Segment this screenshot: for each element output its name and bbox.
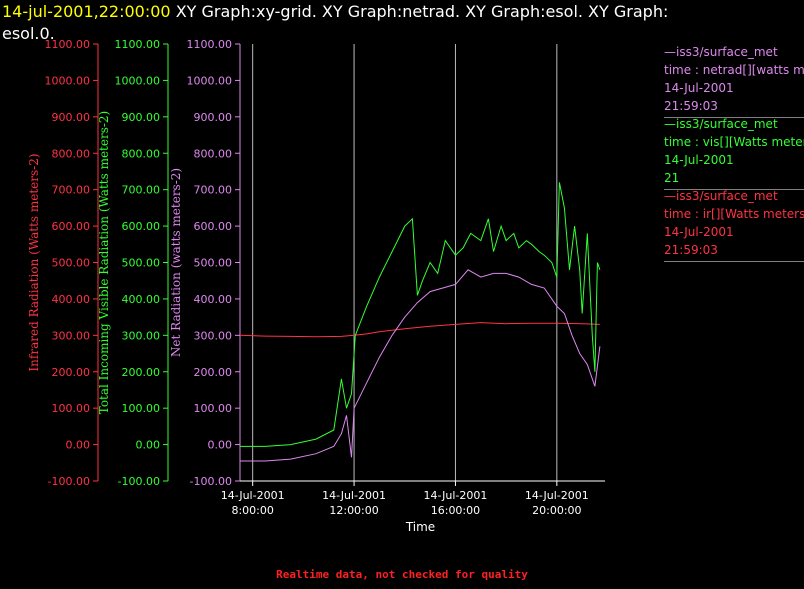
legend-time: 21:59:03 — [664, 243, 718, 257]
legend-time: 21:59:03 — [664, 99, 718, 113]
legend-source: —iss3/surface_met — [664, 45, 778, 59]
y-tick-label: 300.00 — [194, 329, 233, 342]
legend-date: 14-Jul-2001 — [664, 81, 734, 95]
y-tick-label: 0.00 — [66, 439, 91, 452]
legend-divider — [664, 189, 804, 190]
legend-source: —iss3/surface_met — [664, 189, 778, 203]
y-tick-label: 1100.00 — [115, 38, 161, 51]
y-tick-label: 200.00 — [52, 366, 91, 379]
legend-variable: time : netrad[][watts meters-2] — [664, 63, 804, 77]
y-tick-label: 900.00 — [52, 111, 91, 124]
y-tick-label: 0.00 — [208, 439, 233, 452]
header-title: 14-jul-2001,22:00:00 XY Graph:xy-grid. X… — [2, 2, 668, 21]
legend-date: 14-Jul-2001 — [664, 225, 734, 239]
y-tick-label: -100.00 — [48, 475, 90, 488]
y-tick-label: 1100.00 — [45, 38, 91, 51]
y-tick-label: 500.00 — [194, 257, 233, 270]
y-tick-label: 300.00 — [122, 329, 161, 342]
y-tick-label: -100.00 — [118, 475, 160, 488]
x-tick-date: 14-Jul-2001 — [221, 489, 285, 502]
legend-entry-ir: —iss3/surface_met time : ir[][Watts mete… — [664, 187, 804, 262]
x-tick-time: 16:00:00 — [431, 504, 480, 517]
y-tick-label: 800.00 — [52, 147, 91, 160]
y-tick-label: 700.00 — [52, 184, 91, 197]
legend-divider — [664, 261, 804, 262]
y-tick-label: 800.00 — [194, 147, 233, 160]
legend-variable: time : ir[][Watts meters-2] — [664, 207, 804, 221]
y-tick-label: 500.00 — [52, 257, 91, 270]
y-tick-label: 1000.00 — [187, 74, 233, 87]
series-line-netrad — [240, 269, 601, 462]
x-tick-time: 12:00:00 — [329, 504, 378, 517]
y-tick-label: 800.00 — [122, 147, 161, 160]
y-tick-label: 200.00 — [122, 366, 161, 379]
y-tick-label: 100.00 — [122, 402, 161, 415]
y-tick-label: 200.00 — [194, 366, 233, 379]
legend-entry-netrad: —iss3/surface_met time : netrad[][watts … — [664, 43, 804, 118]
y-tick-label: 100.00 — [52, 402, 91, 415]
x-tick-date: 14-Jul-2001 — [424, 489, 488, 502]
y-tick-label: 600.00 — [52, 220, 91, 233]
y-tick-label: 100.00 — [194, 402, 233, 415]
legend-time: 21 — [664, 171, 680, 185]
legend-entry-vis: —iss3/surface_met time : vis[][Watts met… — [664, 115, 804, 190]
header-date: 14-jul-2001,22:00:00 — [2, 2, 171, 21]
y-tick-label: 0.00 — [136, 439, 161, 452]
header-title-continued: esol.0. — [2, 24, 55, 43]
header-graph-list: XY Graph:xy-grid. XY Graph:netrad. XY Gr… — [170, 2, 669, 21]
y-tick-label: 1000.00 — [45, 74, 91, 87]
y-tick-label: -100.00 — [190, 475, 232, 488]
legend-variable: time : vis[][Watts meters-2] — [664, 135, 804, 149]
y-tick-label: 700.00 — [194, 184, 233, 197]
quality-note: Realtime data, not checked for quality — [276, 568, 528, 581]
y-tick-label: 900.00 — [194, 111, 233, 124]
y-tick-label: 1100.00 — [187, 38, 233, 51]
y-axis-label: Total Incoming Visible Radiation (Watts … — [97, 111, 111, 415]
x-axis-label: Time — [405, 520, 435, 534]
x-tick-date: 14-Jul-2001 — [525, 489, 589, 502]
x-tick-time: 8:00:00 — [231, 504, 273, 517]
y-tick-label: 300.00 — [52, 329, 91, 342]
y-tick-label: 600.00 — [194, 220, 233, 233]
y-tick-label: 400.00 — [52, 293, 91, 306]
y-tick-label: 600.00 — [122, 220, 161, 233]
x-tick-date: 14-Jul-2001 — [322, 489, 386, 502]
legend-date: 14-Jul-2001 — [664, 153, 734, 167]
series-line-ir — [239, 322, 600, 338]
y-tick-label: 700.00 — [122, 184, 161, 197]
y-tick-label: 400.00 — [122, 293, 161, 306]
y-axis-label: Net Radiation (watts meters-2) — [169, 168, 183, 357]
y-tick-label: 500.00 — [122, 257, 161, 270]
legend-source: —iss3/surface_met — [664, 117, 778, 131]
y-tick-label: 1000.00 — [115, 74, 161, 87]
y-axis-label: Infrared Radiation (Watts meters-2) — [27, 153, 41, 371]
x-tick-time: 20:00:00 — [532, 504, 581, 517]
y-tick-label: 400.00 — [194, 293, 233, 306]
legend-divider — [664, 117, 804, 118]
y-tick-label: 900.00 — [122, 111, 161, 124]
series-line-vis — [240, 182, 601, 447]
